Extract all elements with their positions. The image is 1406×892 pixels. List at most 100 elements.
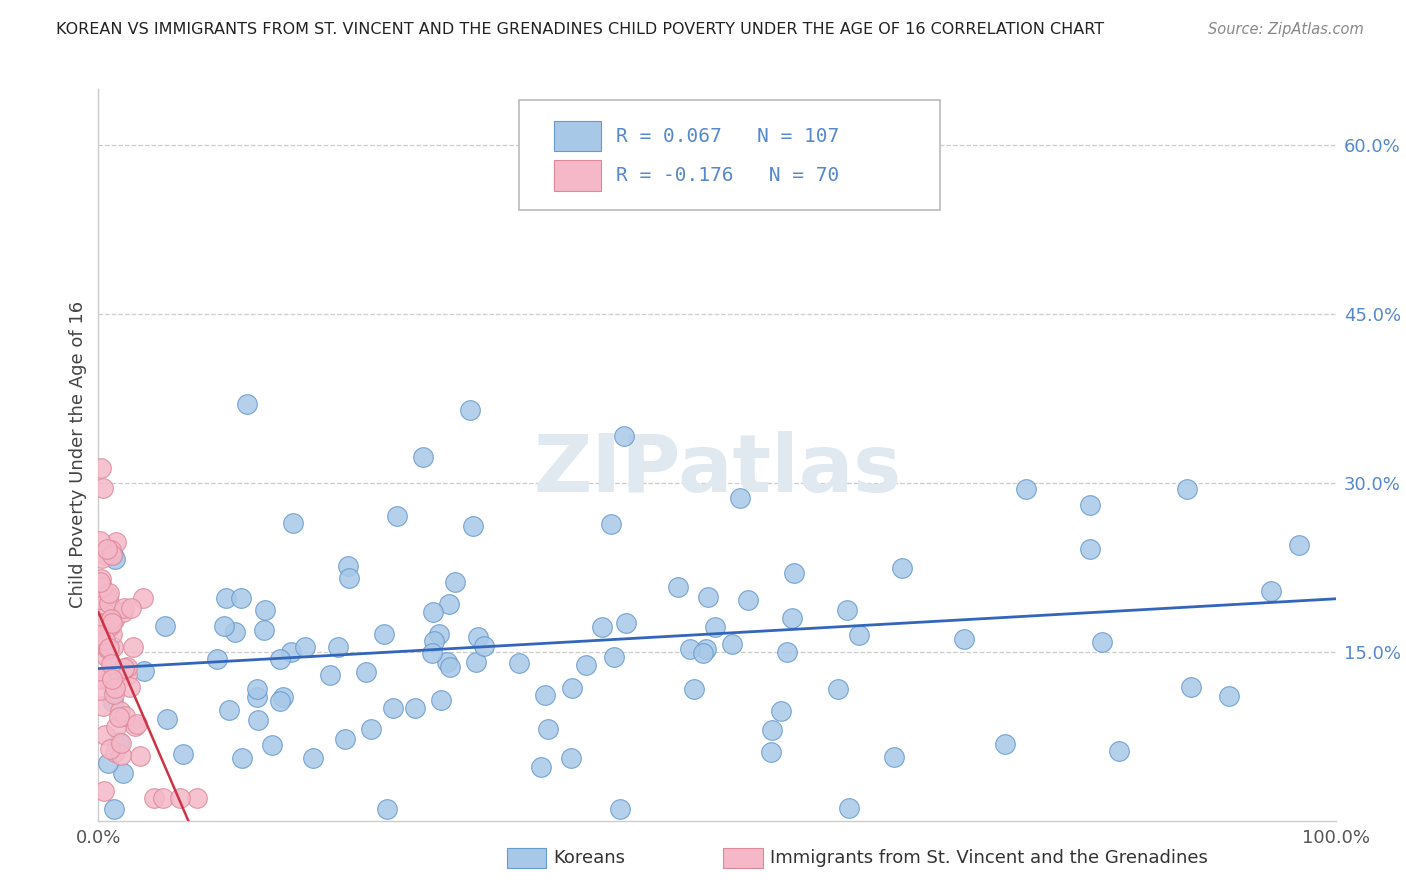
Point bbox=[269, 652, 291, 666]
Point bbox=[89, 671, 111, 685]
Point bbox=[97, 596, 120, 610]
Point bbox=[229, 591, 252, 605]
Bar bbox=[554, 120, 600, 152]
Point bbox=[326, 640, 349, 654]
Point bbox=[1218, 690, 1240, 704]
Point bbox=[695, 641, 717, 656]
Point bbox=[110, 747, 132, 762]
Point bbox=[89, 591, 111, 606]
Point bbox=[172, 747, 194, 761]
Point bbox=[534, 688, 557, 702]
Text: R = -0.176   N = 70: R = -0.176 N = 70 bbox=[616, 166, 839, 185]
Point bbox=[1078, 498, 1101, 512]
Point bbox=[776, 645, 799, 659]
Point bbox=[91, 551, 114, 566]
Point bbox=[737, 592, 759, 607]
Point bbox=[838, 801, 860, 815]
Point bbox=[212, 619, 235, 633]
Point bbox=[117, 660, 139, 674]
Point bbox=[769, 704, 792, 718]
Point bbox=[120, 680, 142, 694]
Point bbox=[97, 756, 120, 770]
Point bbox=[609, 802, 631, 816]
Point bbox=[385, 509, 408, 524]
Point bbox=[90, 572, 112, 586]
Point bbox=[560, 751, 582, 765]
Point bbox=[373, 627, 395, 641]
Point bbox=[953, 632, 976, 646]
Point bbox=[761, 723, 783, 737]
Point bbox=[91, 592, 114, 607]
Point bbox=[697, 590, 720, 604]
Point bbox=[458, 403, 481, 417]
Point bbox=[101, 640, 124, 655]
Point bbox=[246, 682, 269, 697]
Point bbox=[90, 616, 112, 631]
Point bbox=[96, 542, 118, 557]
Text: Immigrants from St. Vincent and the Grenadines: Immigrants from St. Vincent and the Gren… bbox=[770, 849, 1208, 867]
Point bbox=[827, 681, 849, 696]
Point bbox=[103, 695, 125, 709]
Point bbox=[115, 667, 138, 681]
Point bbox=[94, 728, 117, 742]
Point bbox=[1108, 744, 1130, 758]
Point bbox=[412, 450, 434, 464]
Y-axis label: Child Poverty Under the Age of 16: Child Poverty Under the Age of 16 bbox=[69, 301, 87, 608]
Point bbox=[883, 750, 905, 764]
Point bbox=[603, 649, 626, 664]
Point bbox=[375, 802, 398, 816]
FancyBboxPatch shape bbox=[519, 100, 939, 210]
Point bbox=[103, 687, 125, 701]
Point bbox=[132, 591, 155, 605]
Point bbox=[422, 605, 444, 619]
Point bbox=[112, 661, 135, 675]
Point bbox=[404, 700, 426, 714]
Point bbox=[104, 535, 127, 549]
Point bbox=[537, 723, 560, 737]
Point bbox=[294, 640, 316, 654]
Point bbox=[269, 693, 291, 707]
Point bbox=[1260, 584, 1282, 599]
Point bbox=[129, 749, 152, 764]
Point bbox=[262, 738, 284, 752]
Point bbox=[1175, 482, 1198, 496]
Point bbox=[561, 681, 583, 695]
Point bbox=[104, 720, 127, 734]
Point bbox=[96, 671, 118, 685]
Point bbox=[301, 751, 323, 765]
Point bbox=[591, 620, 613, 634]
Point bbox=[283, 516, 305, 530]
Point bbox=[103, 802, 125, 816]
Point bbox=[215, 591, 238, 605]
Point bbox=[335, 731, 357, 746]
Point bbox=[120, 601, 142, 615]
Point bbox=[890, 561, 912, 575]
Point bbox=[1180, 680, 1202, 694]
Point bbox=[127, 717, 149, 731]
Point bbox=[89, 533, 111, 548]
Point bbox=[246, 690, 269, 704]
Point bbox=[782, 611, 804, 625]
Point bbox=[91, 481, 114, 495]
Bar bbox=[506, 847, 547, 868]
Point bbox=[439, 660, 461, 674]
Point bbox=[614, 616, 637, 631]
Point bbox=[169, 791, 191, 805]
Point bbox=[89, 615, 111, 630]
Point bbox=[90, 461, 112, 475]
Point bbox=[98, 673, 121, 688]
Point bbox=[205, 652, 228, 666]
Point bbox=[994, 737, 1017, 751]
Point bbox=[93, 784, 115, 798]
Point bbox=[110, 736, 132, 750]
Text: R = 0.067   N = 107: R = 0.067 N = 107 bbox=[616, 127, 839, 145]
Point bbox=[1015, 482, 1038, 496]
Bar bbox=[723, 847, 763, 868]
Text: Koreans: Koreans bbox=[554, 849, 626, 867]
Point bbox=[218, 703, 240, 717]
Point bbox=[96, 649, 118, 664]
Point bbox=[94, 549, 117, 563]
Point bbox=[354, 665, 377, 680]
Point bbox=[101, 672, 124, 686]
Point bbox=[108, 710, 131, 724]
